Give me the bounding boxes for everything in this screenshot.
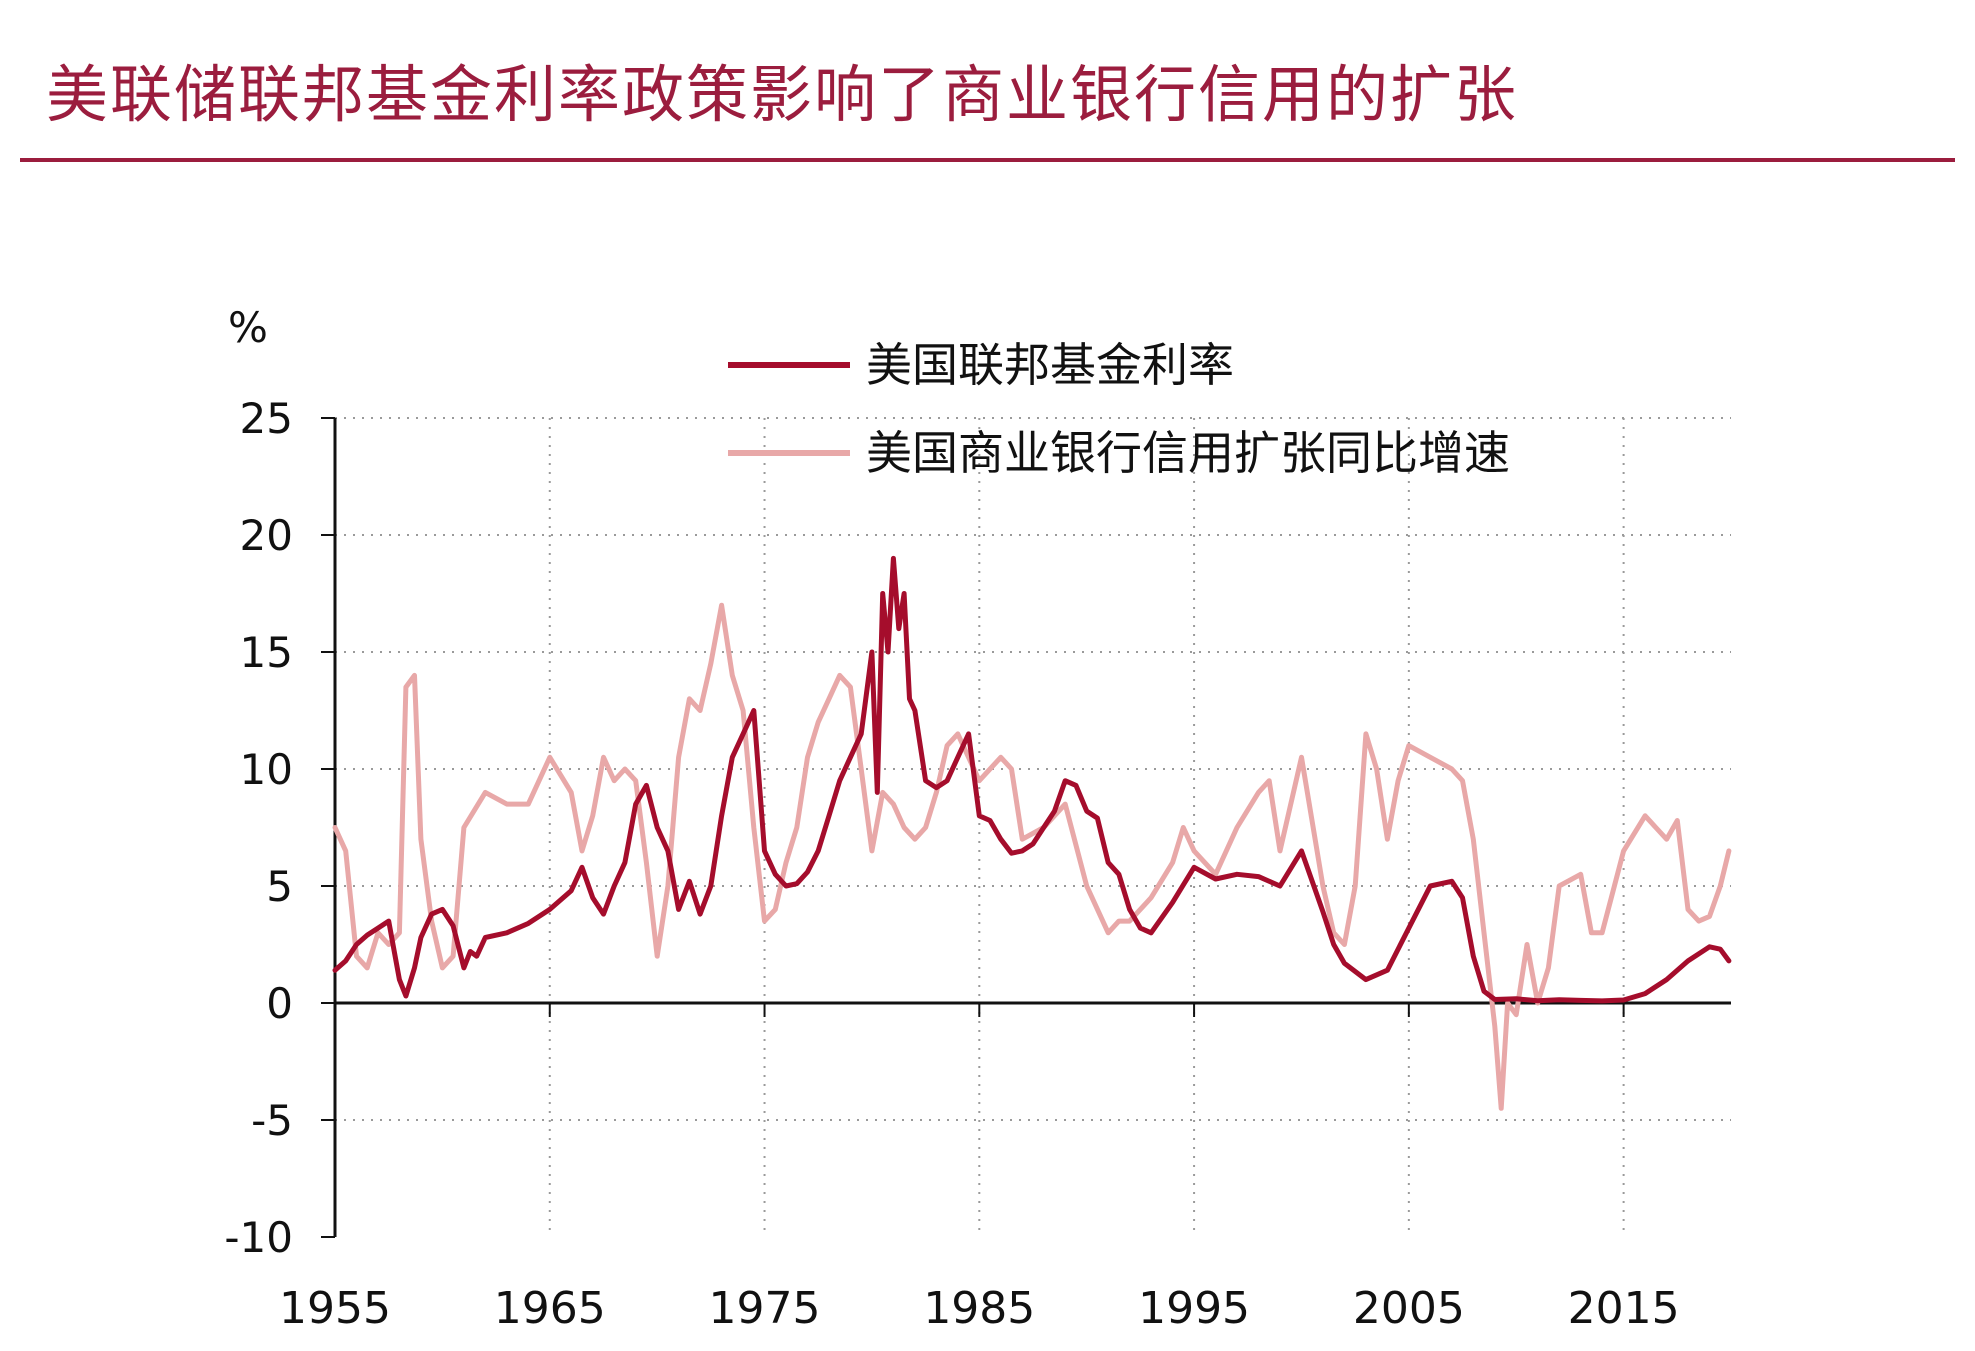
axes	[321, 417, 1731, 1238]
legend-label-0: 美国联邦基金利率	[866, 338, 1234, 392]
y-tick-label: 5	[266, 862, 293, 911]
grid-lines	[335, 417, 1731, 1237]
x-tick-label: 1985	[923, 1283, 1035, 1334]
series-lines	[332, 555, 1732, 1111]
y-tick-label: -10	[224, 1213, 293, 1262]
x-tick-label: 2015	[1568, 1283, 1680, 1334]
x-tick-label: 1995	[1138, 1283, 1250, 1334]
legend-label-1: 美国商业银行信用扩张同比增速	[866, 426, 1510, 480]
y-tick-label: 20	[240, 511, 293, 560]
tick-labels: -10 -5 0 5 10 15 20 25 1955 1965 1975 1985 1995 2005 2…	[224, 394, 1679, 1334]
y-tick-label: 25	[240, 394, 293, 443]
y-tick-label: -5	[251, 1096, 293, 1145]
x-tick-label: 1955	[279, 1283, 391, 1334]
title-divider	[20, 158, 1955, 162]
x-tick-label: 2005	[1353, 1283, 1465, 1334]
y-axis-unit-label: %	[228, 303, 268, 352]
x-tick-label: 1965	[494, 1283, 606, 1334]
y-tick-label: 10	[240, 745, 293, 794]
page-title: 美联储联邦基金利率政策影响了商业银行信用的扩张	[46, 58, 1519, 131]
y-tick-label: 0	[266, 979, 293, 1028]
series-line-1	[332, 602, 1732, 1111]
x-tick-label: 1975	[709, 1283, 821, 1334]
series-line-0	[332, 555, 1732, 1004]
y-tick-label: 15	[240, 628, 293, 677]
